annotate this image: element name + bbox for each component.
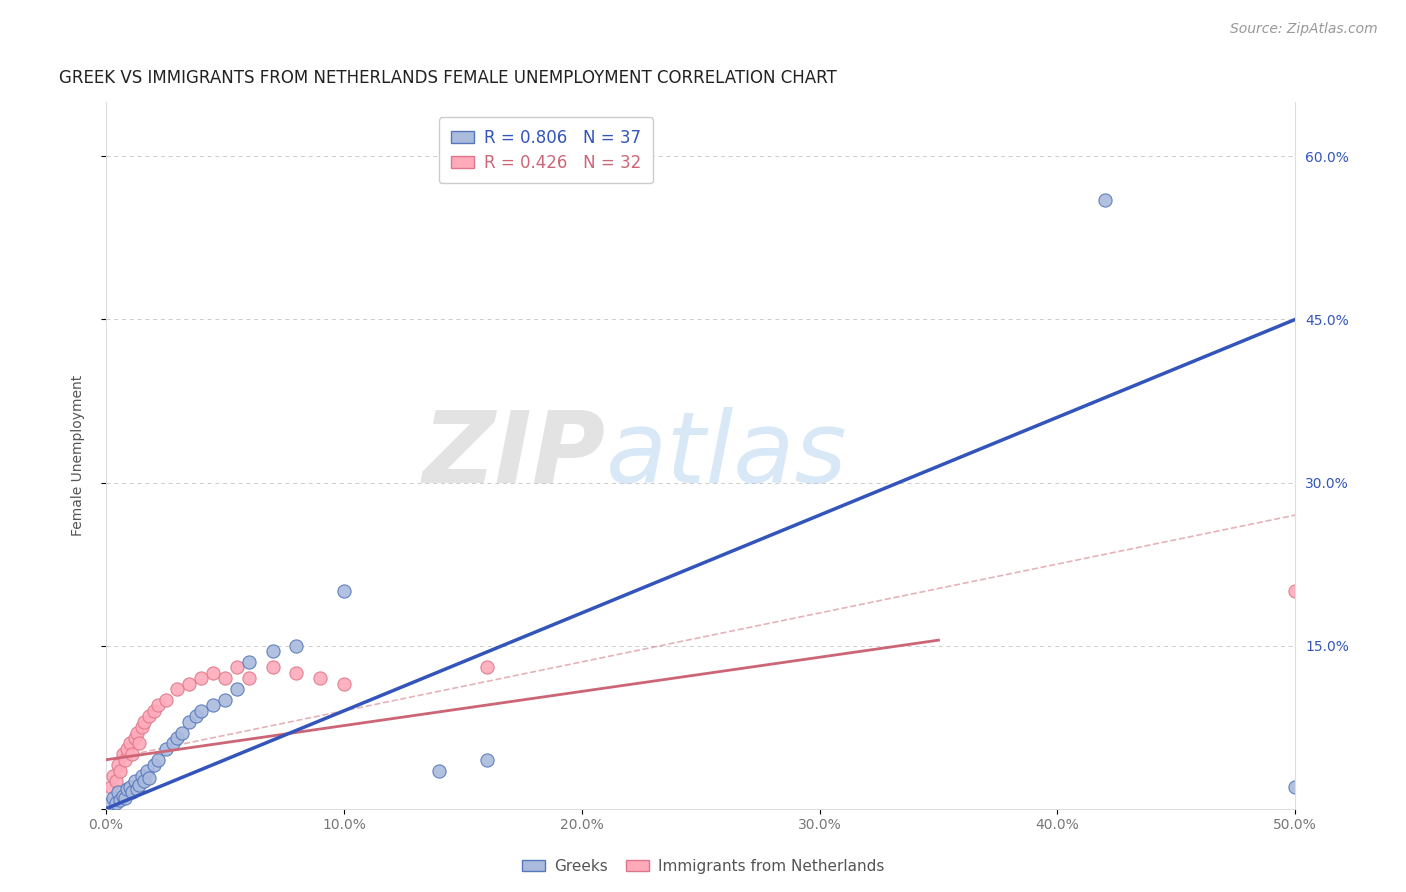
Point bbox=[202, 698, 225, 713]
Point bbox=[142, 704, 165, 718]
Point bbox=[111, 747, 134, 762]
Point bbox=[427, 764, 450, 778]
Point bbox=[333, 676, 356, 690]
Point bbox=[138, 771, 160, 785]
Point bbox=[190, 671, 212, 685]
Point bbox=[1094, 193, 1116, 207]
Point bbox=[131, 769, 153, 783]
Point bbox=[110, 764, 132, 778]
Point bbox=[114, 790, 136, 805]
Point bbox=[131, 720, 153, 734]
Point bbox=[285, 665, 308, 680]
Point bbox=[214, 693, 236, 707]
Point bbox=[125, 725, 148, 739]
Point bbox=[121, 785, 143, 799]
Point bbox=[107, 785, 129, 799]
Point bbox=[225, 660, 247, 674]
Text: atlas: atlas bbox=[606, 407, 848, 504]
Point bbox=[124, 774, 146, 789]
Point bbox=[128, 736, 150, 750]
Point bbox=[138, 709, 160, 723]
Point bbox=[148, 753, 170, 767]
Point bbox=[309, 671, 332, 685]
Point bbox=[103, 790, 125, 805]
Point bbox=[134, 714, 156, 729]
Point bbox=[186, 709, 208, 723]
Point bbox=[142, 758, 165, 772]
Point bbox=[1284, 584, 1306, 599]
Point bbox=[214, 671, 236, 685]
Point bbox=[475, 753, 498, 767]
Legend: Greeks, Immigrants from Netherlands: Greeks, Immigrants from Netherlands bbox=[516, 853, 890, 880]
Point bbox=[238, 655, 260, 669]
Point bbox=[202, 665, 225, 680]
Point bbox=[104, 774, 127, 789]
Point bbox=[262, 644, 284, 658]
Point bbox=[166, 731, 188, 745]
Point bbox=[172, 725, 194, 739]
Point bbox=[225, 682, 247, 697]
Point bbox=[103, 769, 125, 783]
Point bbox=[179, 714, 201, 729]
Point bbox=[166, 682, 188, 697]
Point bbox=[128, 778, 150, 792]
Point bbox=[285, 639, 308, 653]
Point bbox=[124, 731, 146, 745]
Point bbox=[110, 793, 132, 807]
Point bbox=[135, 764, 157, 778]
Point bbox=[121, 747, 143, 762]
Text: ZIP: ZIP bbox=[423, 407, 606, 504]
Point bbox=[118, 780, 141, 794]
Point bbox=[190, 704, 212, 718]
Point bbox=[333, 584, 356, 599]
Text: Source: ZipAtlas.com: Source: ZipAtlas.com bbox=[1230, 22, 1378, 37]
Text: GREEK VS IMMIGRANTS FROM NETHERLANDS FEMALE UNEMPLOYMENT CORRELATION CHART: GREEK VS IMMIGRANTS FROM NETHERLANDS FEM… bbox=[59, 69, 837, 87]
Point bbox=[104, 796, 127, 810]
Point bbox=[100, 796, 122, 810]
Point bbox=[117, 742, 139, 756]
Point bbox=[238, 671, 260, 685]
Point bbox=[134, 774, 156, 789]
Point bbox=[1284, 780, 1306, 794]
Point bbox=[155, 742, 177, 756]
Y-axis label: Female Unemployment: Female Unemployment bbox=[72, 375, 86, 536]
Legend: R = 0.806   N = 37, R = 0.426   N = 32: R = 0.806 N = 37, R = 0.426 N = 32 bbox=[439, 118, 652, 184]
Point bbox=[118, 736, 141, 750]
Point bbox=[100, 780, 122, 794]
Point bbox=[111, 789, 134, 803]
Point bbox=[162, 736, 184, 750]
Point bbox=[179, 676, 201, 690]
Point bbox=[125, 782, 148, 797]
Point bbox=[107, 758, 129, 772]
Point bbox=[262, 660, 284, 674]
Point bbox=[114, 753, 136, 767]
Point bbox=[117, 782, 139, 797]
Point bbox=[148, 698, 170, 713]
Point bbox=[475, 660, 498, 674]
Point bbox=[155, 693, 177, 707]
